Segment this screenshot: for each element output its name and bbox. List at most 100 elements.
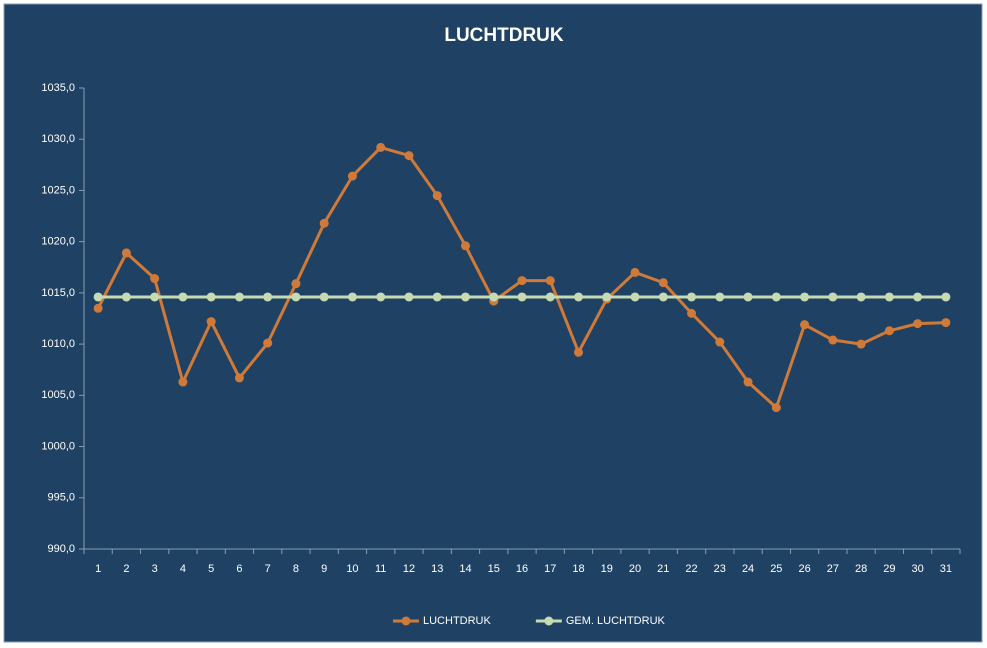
x-tick-label: 27 xyxy=(827,563,839,575)
data-point xyxy=(687,292,697,302)
data-point xyxy=(404,292,414,302)
x-tick-label: 29 xyxy=(883,563,895,575)
data-point xyxy=(460,292,470,302)
x-tick-label: 25 xyxy=(770,563,782,575)
data-point xyxy=(743,292,753,302)
data-point xyxy=(517,276,527,286)
data-point xyxy=(489,292,499,302)
y-tick-label: 1015,0 xyxy=(41,287,75,299)
x-tick-label: 7 xyxy=(265,563,271,575)
data-point xyxy=(206,292,216,302)
legend-marker xyxy=(401,616,411,626)
x-tick-label: 8 xyxy=(293,563,299,575)
data-point xyxy=(941,292,951,302)
data-point xyxy=(319,218,329,228)
data-point xyxy=(884,326,894,336)
legend-marker xyxy=(544,616,554,626)
data-point xyxy=(517,292,527,302)
x-tick-label: 28 xyxy=(855,563,867,575)
x-tick-label: 14 xyxy=(459,563,471,575)
data-point xyxy=(347,292,357,302)
data-point xyxy=(460,241,470,251)
data-point xyxy=(206,317,216,327)
x-tick-label: 1 xyxy=(95,563,101,575)
data-point xyxy=(178,377,188,387)
data-point xyxy=(800,292,810,302)
x-tick-label: 2 xyxy=(123,563,129,575)
data-point xyxy=(743,377,753,387)
data-point xyxy=(291,279,301,289)
data-point xyxy=(856,339,866,349)
data-point xyxy=(658,292,668,302)
data-point xyxy=(687,308,697,318)
data-point xyxy=(828,292,838,302)
x-tick-label: 30 xyxy=(911,563,923,575)
x-tick-label: 24 xyxy=(742,563,754,575)
x-tick-label: 19 xyxy=(601,563,613,575)
data-point xyxy=(234,373,244,383)
y-tick-label: 1005,0 xyxy=(41,389,75,401)
data-point xyxy=(715,292,725,302)
x-tick-label: 13 xyxy=(431,563,443,575)
x-tick-label: 10 xyxy=(346,563,358,575)
data-point xyxy=(347,171,357,181)
x-tick-label: 11 xyxy=(375,563,386,575)
chart-area xyxy=(3,3,983,643)
data-point xyxy=(376,142,386,152)
data-point xyxy=(800,320,810,330)
data-point xyxy=(291,292,301,302)
x-tick-label: 18 xyxy=(572,563,584,575)
y-tick-label: 1000,0 xyxy=(41,440,75,452)
data-point xyxy=(545,292,555,302)
data-point xyxy=(93,292,103,302)
data-point xyxy=(941,318,951,328)
data-point xyxy=(319,292,329,302)
data-point xyxy=(771,292,781,302)
y-tick-label: 1025,0 xyxy=(41,184,75,196)
data-point xyxy=(404,151,414,161)
x-tick-label: 23 xyxy=(714,563,726,575)
data-point xyxy=(630,292,640,302)
data-point xyxy=(771,403,781,413)
y-tick-label: 990,0 xyxy=(47,543,75,555)
x-tick-label: 21 xyxy=(657,563,669,575)
x-tick-label: 17 xyxy=(544,563,556,575)
data-point xyxy=(432,191,442,201)
data-point xyxy=(856,292,866,302)
data-point xyxy=(715,337,725,347)
data-point xyxy=(178,292,188,302)
data-point xyxy=(263,338,273,348)
legend-label: LUCHTDRUK xyxy=(423,615,492,627)
y-tick-label: 1010,0 xyxy=(41,338,75,350)
data-point xyxy=(545,276,555,286)
x-tick-label: 9 xyxy=(321,563,327,575)
y-tick-label: 1035,0 xyxy=(41,82,75,94)
data-point xyxy=(93,303,103,313)
x-tick-label: 4 xyxy=(180,563,186,575)
x-tick-label: 22 xyxy=(685,563,697,575)
data-point xyxy=(121,248,131,258)
chart-title: LUCHTDRUK xyxy=(444,25,564,46)
x-tick-label: 3 xyxy=(152,563,158,575)
x-tick-label: 16 xyxy=(516,563,528,575)
x-tick-label: 12 xyxy=(403,563,415,575)
data-point xyxy=(913,292,923,302)
y-tick-label: 1020,0 xyxy=(41,236,75,248)
data-point xyxy=(121,292,131,302)
data-point xyxy=(574,347,584,357)
data-point xyxy=(263,292,273,302)
data-point xyxy=(234,292,244,302)
data-point xyxy=(630,267,640,277)
data-point xyxy=(150,274,160,284)
x-tick-label: 5 xyxy=(208,563,214,575)
x-tick-label: 15 xyxy=(488,563,500,575)
x-tick-label: 20 xyxy=(629,563,641,575)
x-tick-label: 26 xyxy=(798,563,810,575)
y-tick-label: 1030,0 xyxy=(41,133,75,145)
x-tick-label: 6 xyxy=(236,563,242,575)
data-point xyxy=(574,292,584,302)
y-tick-label: 995,0 xyxy=(47,492,75,504)
data-point xyxy=(150,292,160,302)
